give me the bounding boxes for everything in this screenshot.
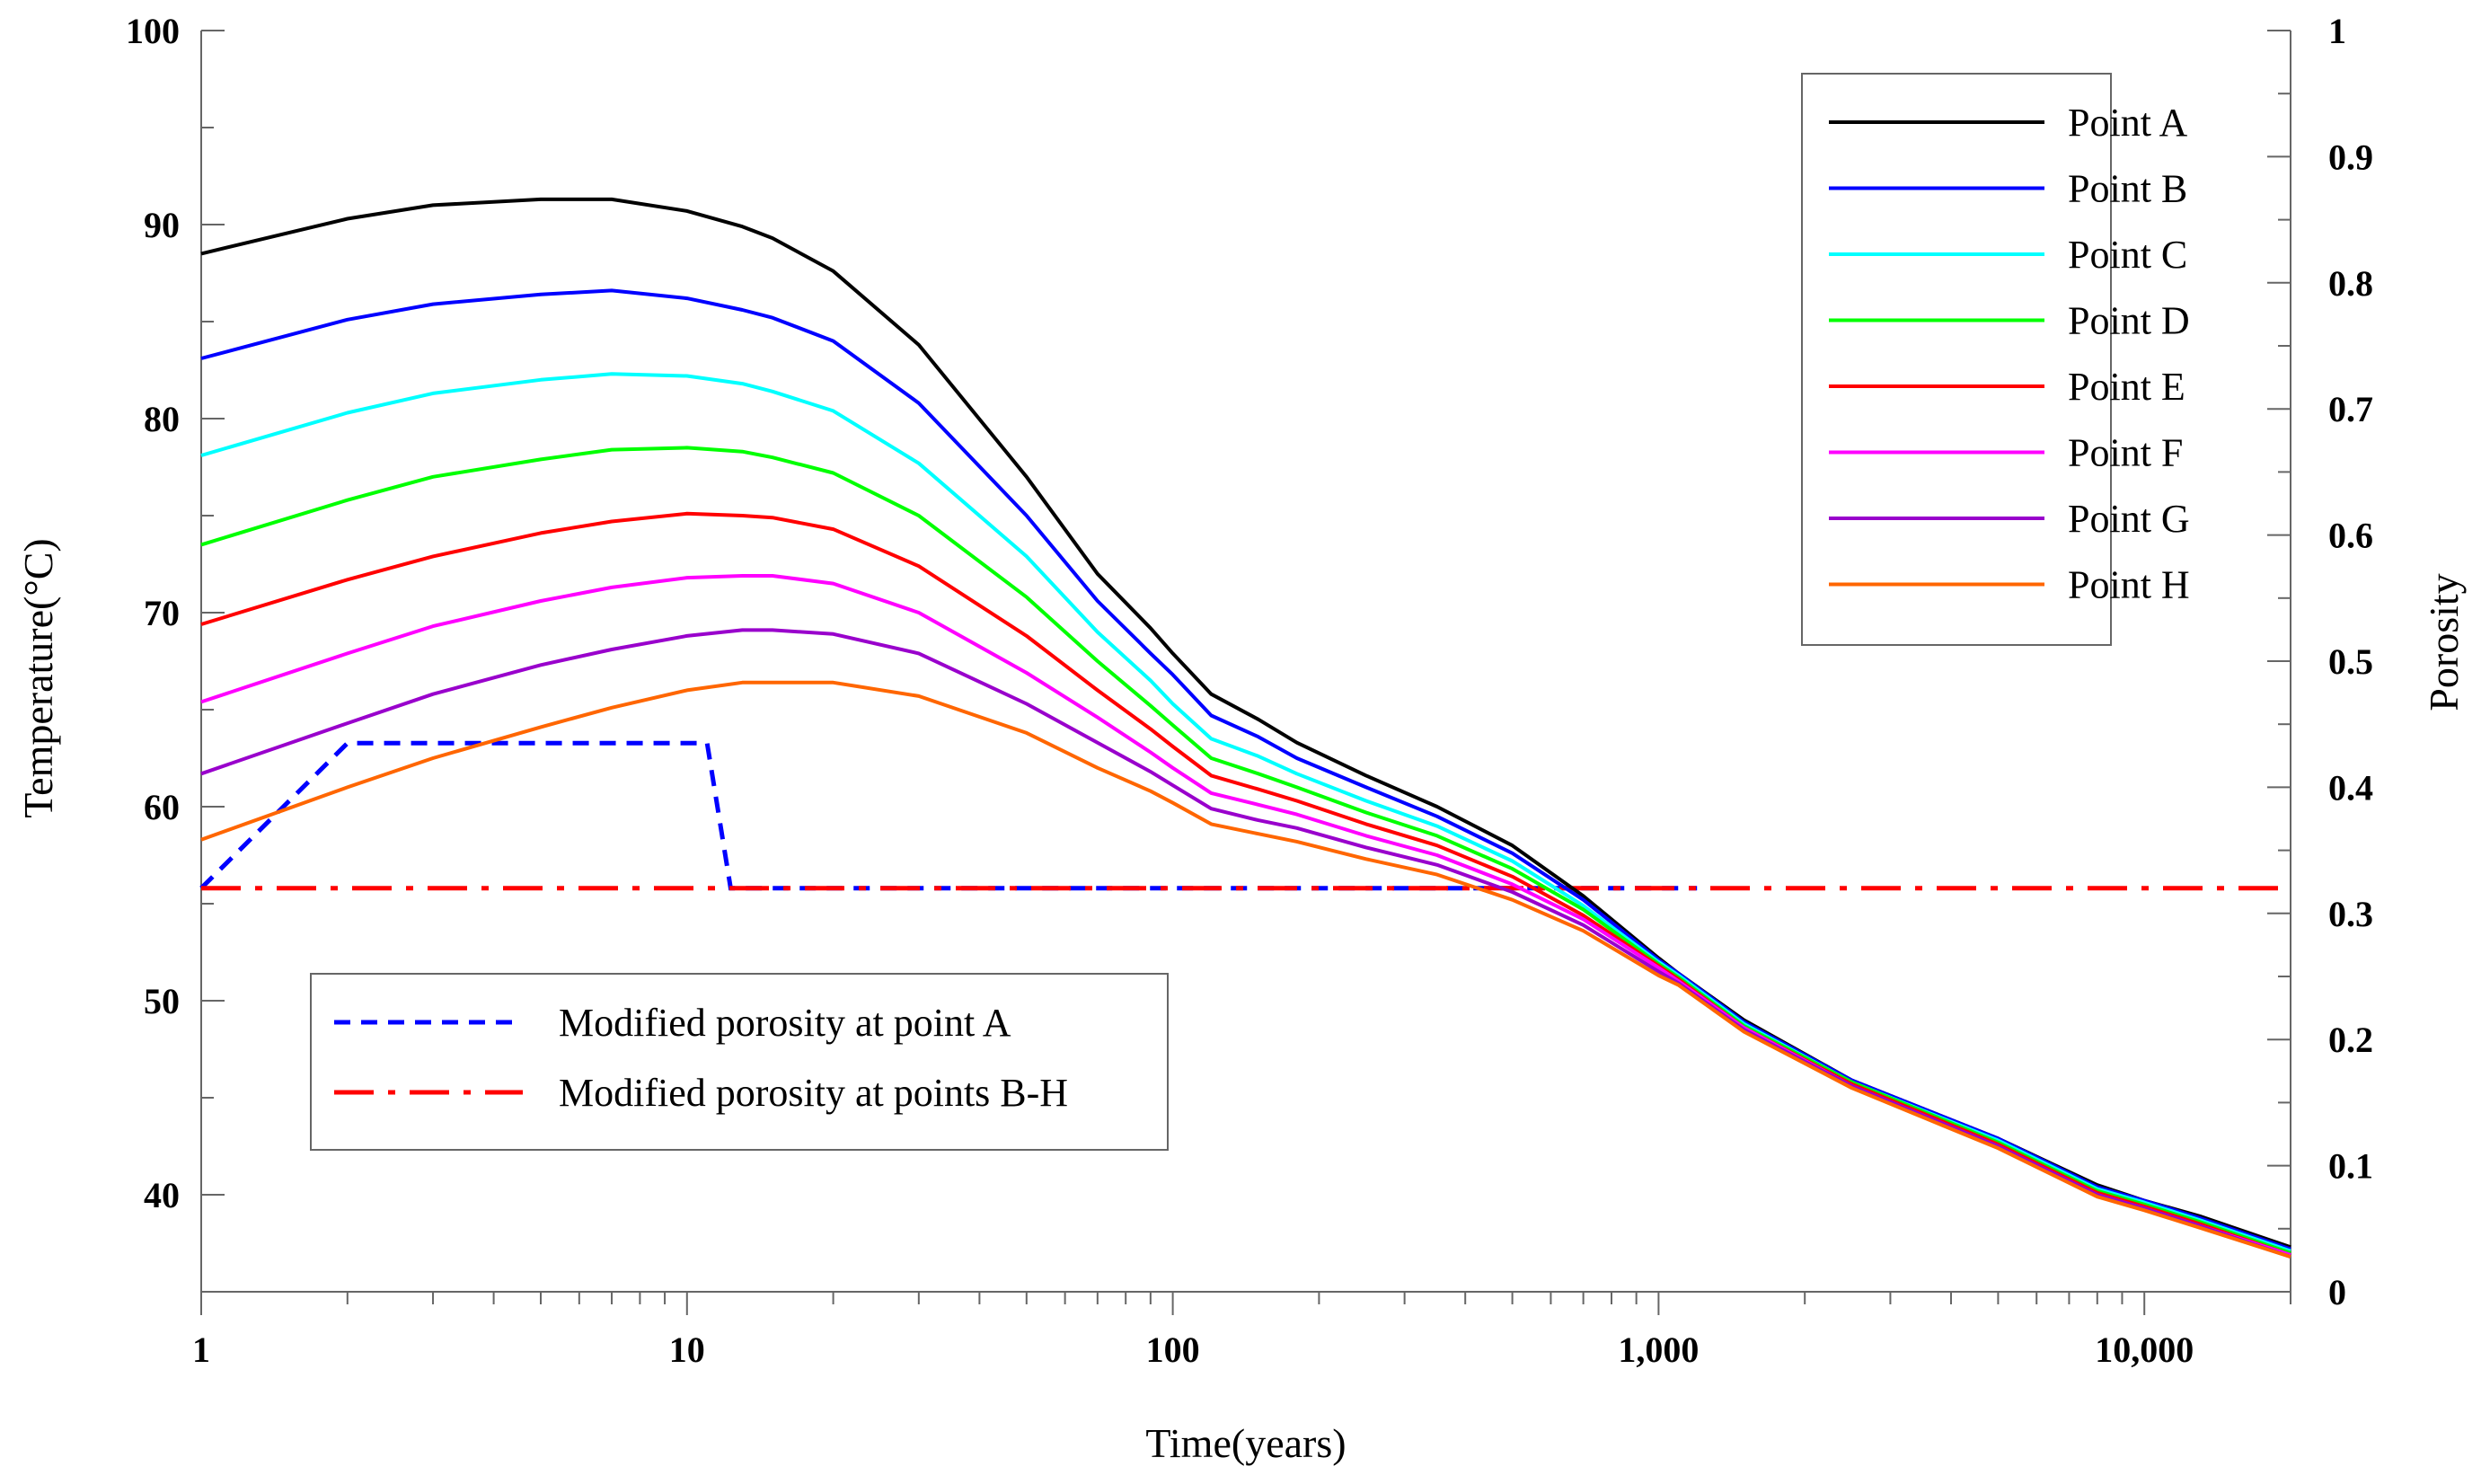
legend-label: Point C — [2068, 233, 2187, 277]
y2-tick-label: 0.9 — [2328, 137, 2373, 177]
y-tick-label: 80 — [144, 399, 180, 439]
legend-porosity: Modified porosity at point A Modified por… — [310, 973, 1169, 1151]
y2-tick-label: 0.7 — [2328, 389, 2373, 429]
y-axis-title: Temperature(°C) — [15, 538, 61, 817]
legend-label: Modified porosity at points B-H — [559, 1071, 1068, 1115]
legend-label: Point D — [2068, 299, 2190, 343]
series-layer — [199, 197, 2291, 1259]
y-tick-label: 50 — [144, 981, 180, 1021]
x-tick-label: 100 — [1146, 1329, 1200, 1370]
y2-tick-label: 0.4 — [2328, 767, 2373, 808]
legend-label: Point G — [2068, 497, 2190, 541]
ticks: 1 10 100 1,000 10,000 40 50 60 70 80 90 100 0 0.1 0.2 0… — [126, 11, 2373, 1370]
y2-tick-label: 0 — [2328, 1272, 2346, 1312]
y2-tick-label: 0.5 — [2328, 641, 2373, 682]
y-tick-label: 40 — [144, 1175, 180, 1215]
x-tick-label: 1,000 — [1618, 1329, 1699, 1370]
legend-label: Point B — [2068, 167, 2187, 211]
legend-label: Point E — [2068, 365, 2185, 409]
legend-label: Modified porosity at point A — [559, 1001, 1011, 1045]
legend-porosity-frame — [310, 973, 1169, 1151]
temperature-series-line-d — [200, 446, 2291, 1255]
legend-label: Point H — [2068, 563, 2190, 607]
y2-tick-label: 0.6 — [2328, 516, 2373, 556]
y-tick-label: 60 — [144, 787, 180, 827]
y-tick-label: 70 — [144, 593, 180, 633]
temperature-series-line-g — [200, 628, 2291, 1259]
y2-tick-label: 0.1 — [2328, 1146, 2373, 1187]
x-tick-label: 1 — [192, 1329, 210, 1370]
y2-tick-label: 0.2 — [2328, 1020, 2373, 1060]
y-tick-label: 90 — [144, 205, 180, 245]
legend-label: Point A — [2068, 101, 2187, 145]
legend-temperature: Point A Point B Point C Point D Point E Point… — [1801, 73, 2190, 646]
x-tick-label: 10 — [669, 1329, 705, 1370]
y2-tick-label: 0.3 — [2328, 894, 2373, 934]
temperature-series-line-h — [200, 680, 2291, 1259]
y2-tick-label: 0.8 — [2328, 263, 2373, 304]
y-tick-label: 100 — [126, 11, 180, 51]
legend-label: Point F — [2068, 431, 2183, 475]
y2-tick-label: 1 — [2328, 11, 2346, 51]
legend-temperature-frame — [1801, 73, 2112, 646]
y2-axis-title: Porosity — [2421, 573, 2467, 711]
x-tick-label: 10,000 — [2095, 1329, 2194, 1370]
x-axis-title: Time(years) — [1145, 1420, 1346, 1466]
